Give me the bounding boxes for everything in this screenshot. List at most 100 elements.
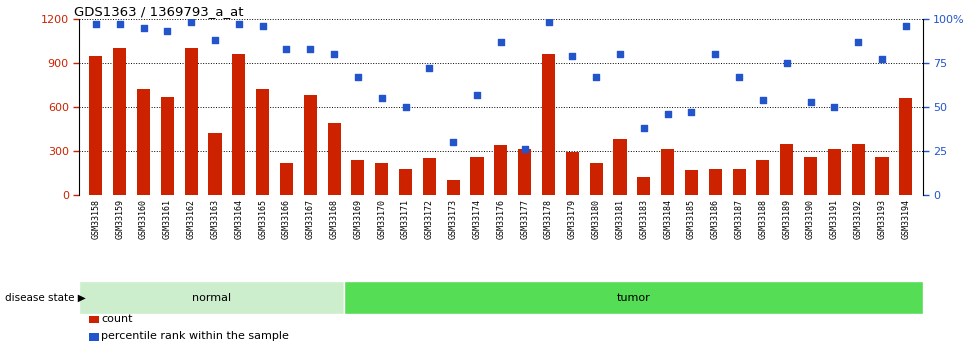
Point [374,95,389,101]
Point [827,104,842,110]
Point [588,74,604,80]
Bar [589,162,603,195]
Bar [446,180,460,195]
Point [255,23,270,29]
Text: GSM33192: GSM33192 [854,199,863,239]
Text: GSM33190: GSM33190 [806,199,815,239]
Bar [470,157,484,195]
Bar [685,170,698,195]
Text: GSM33187: GSM33187 [734,199,744,239]
Text: GSM33189: GSM33189 [782,199,791,239]
Bar [137,89,150,195]
Bar [113,48,127,195]
Text: GSM33180: GSM33180 [591,199,601,239]
Point [231,21,246,27]
Point [279,46,295,52]
Point [850,39,866,45]
Bar [79,281,344,314]
Text: GSM33165: GSM33165 [258,199,268,239]
Bar [399,169,412,195]
Text: tumor: tumor [616,293,650,303]
Point [469,92,485,97]
Point [803,99,818,105]
Text: GSM33184: GSM33184 [663,199,672,239]
Text: GSM33177: GSM33177 [521,199,529,239]
Text: GSM33186: GSM33186 [711,199,720,239]
Point [612,51,628,57]
Text: GSM33176: GSM33176 [497,199,505,239]
Bar [732,169,746,195]
Point [208,37,223,43]
Point [707,51,723,57]
Bar [566,152,579,195]
Bar [232,54,245,195]
Point [422,66,438,71]
Bar [327,123,341,195]
Text: GSM33191: GSM33191 [830,199,838,239]
Bar [804,157,817,195]
Text: percentile rank within the sample: percentile rank within the sample [101,332,289,341]
Text: GSM33174: GSM33174 [472,199,481,239]
Point [327,51,342,57]
Point [660,111,675,117]
Bar [303,95,317,195]
Bar [756,160,770,195]
Bar [280,162,293,195]
Point [493,39,508,45]
Point [112,21,128,27]
Text: GSM33178: GSM33178 [544,199,553,239]
Text: GSM33162: GSM33162 [186,199,196,239]
Text: count: count [101,314,133,324]
Point [636,125,651,131]
Text: GSM33179: GSM33179 [568,199,577,239]
Point [136,25,152,30]
Text: GSM33171: GSM33171 [401,199,411,239]
Bar [518,149,531,195]
Text: GSM33167: GSM33167 [306,199,315,239]
Text: GSM33181: GSM33181 [615,199,624,239]
Text: GSM33193: GSM33193 [877,199,887,239]
Text: GSM33185: GSM33185 [687,199,696,239]
Text: GSM33158: GSM33158 [92,199,100,239]
Point [731,74,747,80]
Text: GSM33183: GSM33183 [639,199,648,239]
Point [351,74,366,80]
Bar [613,139,627,195]
Point [564,53,580,59]
Bar [209,133,221,195]
Text: GSM33172: GSM33172 [425,199,434,239]
Point [445,139,461,145]
Point [898,23,914,29]
Text: GSM33164: GSM33164 [235,199,243,239]
Text: disease state ▶: disease state ▶ [5,293,86,303]
Bar [160,97,174,195]
Point [684,109,699,115]
Bar [899,98,913,195]
Text: GSM33168: GSM33168 [329,199,339,239]
Bar [185,48,198,195]
Text: GSM33159: GSM33159 [115,199,125,239]
Text: GSM33169: GSM33169 [354,199,362,239]
Bar [542,54,555,195]
Text: GSM33170: GSM33170 [378,199,386,239]
Text: GSM33188: GSM33188 [758,199,767,239]
Point [874,57,890,62]
Text: GSM33194: GSM33194 [901,199,910,239]
Bar [352,160,364,195]
Bar [781,144,793,195]
Point [779,60,794,66]
Bar [89,56,102,195]
Point [159,29,175,34]
Point [184,20,199,25]
Point [398,104,413,110]
Bar [423,158,436,195]
Bar [875,157,889,195]
Text: GSM33160: GSM33160 [139,199,148,239]
Text: GSM33163: GSM33163 [211,199,219,239]
Point [517,146,532,152]
Text: normal: normal [192,293,231,303]
Text: GSM33161: GSM33161 [163,199,172,239]
Bar [709,169,722,195]
Point [541,20,556,25]
Text: GSM33173: GSM33173 [449,199,458,239]
